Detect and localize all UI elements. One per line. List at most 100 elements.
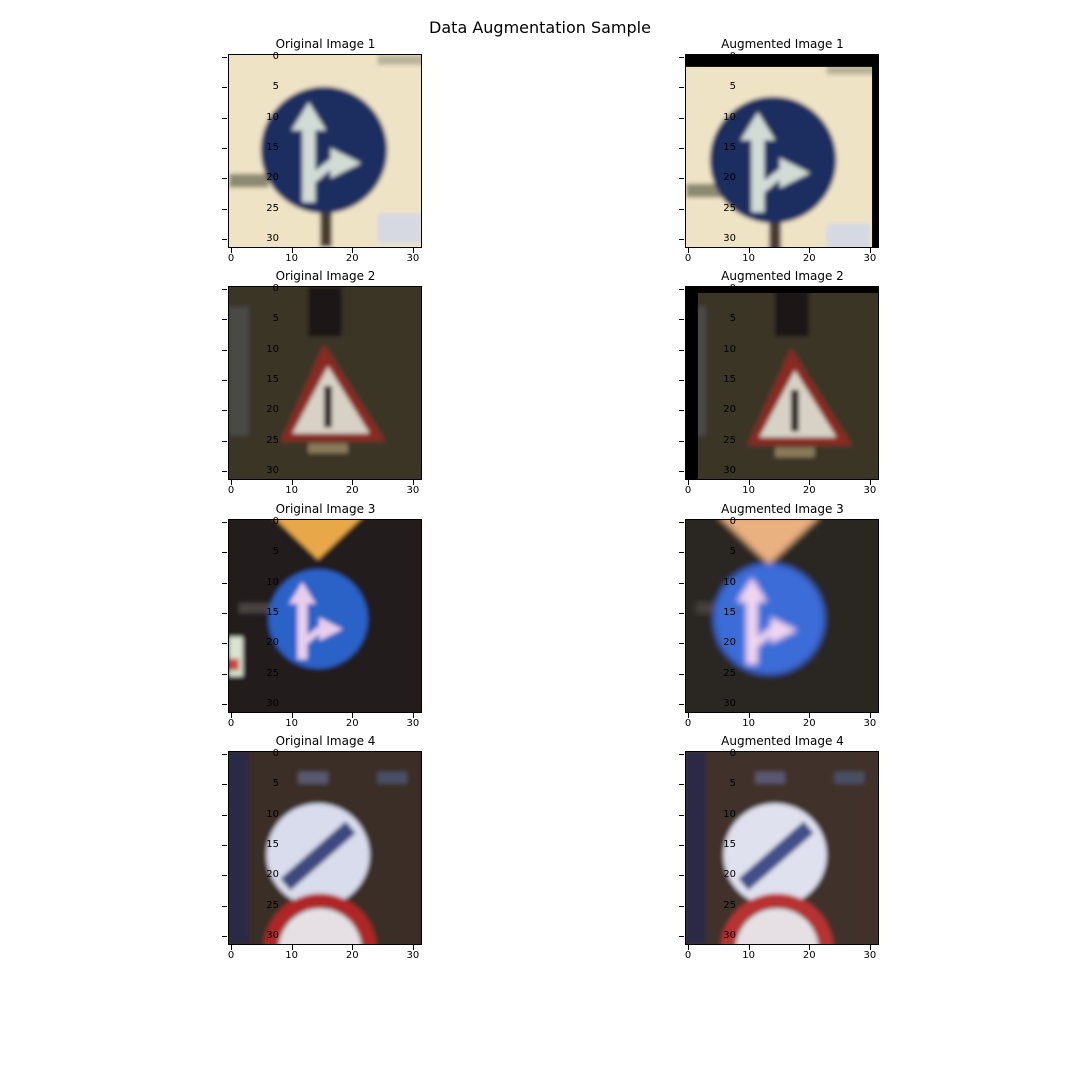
y-tick-label: 10 [266,576,279,588]
x-tick-label: 20 [345,253,359,264]
panel-title: Augmented Image 3 [721,502,844,516]
y-tick [679,552,684,554]
y-tick-label: 15 [723,838,736,850]
image-axes [685,519,879,713]
y-tick [222,57,227,59]
y-tick [679,844,684,846]
diagonal-stripe [738,821,814,891]
y-tick-label: 30 [266,929,279,941]
background-object [377,213,421,244]
x-tick-label: 20 [802,950,816,961]
x-tick-label: 30 [406,950,420,961]
y-tick-label: 5 [729,81,736,93]
image-axes [228,54,422,248]
y-tick-label: 10 [723,576,736,588]
x-tick [809,945,811,950]
x-tick-label: 0 [684,950,692,961]
image-canvas [229,520,421,712]
y-tick [222,784,227,786]
x-tick [809,480,811,485]
y-tick-label: 30 [723,929,736,941]
y-tick [679,935,684,937]
background-object [229,658,239,671]
image-panel: Original Image 2 0 5 10 15 20 25 30 0 10 20 30 [222,269,478,522]
y-tick-label: 25 [723,899,736,911]
x-tick [688,480,690,485]
image-panel: Original Image 3 0 5 10 15 20 25 30 0 10 20 30 [222,502,478,755]
y-tick-label: 0 [272,51,279,63]
x-tick-label: 20 [345,950,359,961]
y-tick [679,754,684,756]
y-tick-label: 25 [266,667,279,679]
image-canvas [686,520,878,712]
y-tick [222,643,227,645]
x-tick [412,945,414,950]
y-tick [222,147,227,149]
arrow-glyph [288,581,343,660]
y-tick-label: 10 [266,343,279,355]
arrow-glyph [740,112,811,213]
y-tick [222,208,227,210]
x-tick-label: 0 [684,485,692,496]
x-tick-label: 10 [742,950,756,961]
sign-disc [260,86,388,214]
y-tick-label: 0 [729,283,736,295]
y-tick [679,582,684,584]
image-panel: Augmented Image 3 0 5 10 15 20 25 30 0 10 20 30 [679,502,935,755]
x-tick-label: 30 [863,950,877,961]
y-tick-label: 10 [723,111,736,123]
background-object [229,306,249,436]
lower-sign-ring [263,893,377,944]
x-tick [291,480,293,485]
y-tick-label: 0 [272,748,279,760]
y-tick-label: 20 [723,637,736,649]
x-tick-label: 30 [406,485,420,496]
x-tick [748,945,750,950]
sign-base [775,447,815,458]
x-tick-label: 20 [802,718,816,729]
y-tick-label: 25 [266,899,279,911]
y-tick-label: 20 [723,869,736,881]
x-tick-label: 20 [802,485,816,496]
x-tick [291,945,293,950]
y-tick [679,87,684,89]
y-tick-label: 5 [729,778,736,790]
y-tick [679,238,684,240]
panel-title: Augmented Image 1 [721,37,844,51]
y-tick-label: 15 [266,373,279,385]
image-panel: Augmented Image 4 0 5 10 15 20 25 30 0 10 20 30 [679,734,935,987]
y-tick [222,552,227,554]
sign-disc [709,96,837,224]
x-tick-label: 30 [863,253,877,264]
y-tick [222,178,227,180]
y-tick [679,784,684,786]
panel-title: Original Image 3 [275,502,376,516]
y-tick-label: 30 [266,697,279,709]
y-tick [679,814,684,816]
x-tick-label: 30 [863,718,877,729]
x-tick [412,480,414,485]
image-axes [228,751,422,945]
y-tick-label: 20 [266,172,279,184]
x-tick [352,248,354,253]
panel-title: Original Image 2 [275,269,376,283]
y-tick [679,522,684,524]
x-tick-label: 0 [684,718,692,729]
image-canvas [686,287,878,479]
y-tick [679,612,684,614]
y-tick [679,905,684,907]
background-object [686,752,706,944]
y-tick-label: 15 [266,141,279,153]
x-tick-label: 10 [285,950,299,961]
image-panel: Augmented Image 2 0 5 10 15 20 25 30 0 10 20 30 [679,269,935,522]
background-object [229,173,269,188]
image-axes [685,286,879,480]
image-canvas [686,55,878,247]
background-object [826,223,871,247]
y-tick-label: 5 [272,313,279,325]
figure-title: Data Augmentation Sample [429,18,651,37]
y-tick [222,905,227,907]
x-tick-label: 10 [285,485,299,496]
y-tick [679,379,684,381]
